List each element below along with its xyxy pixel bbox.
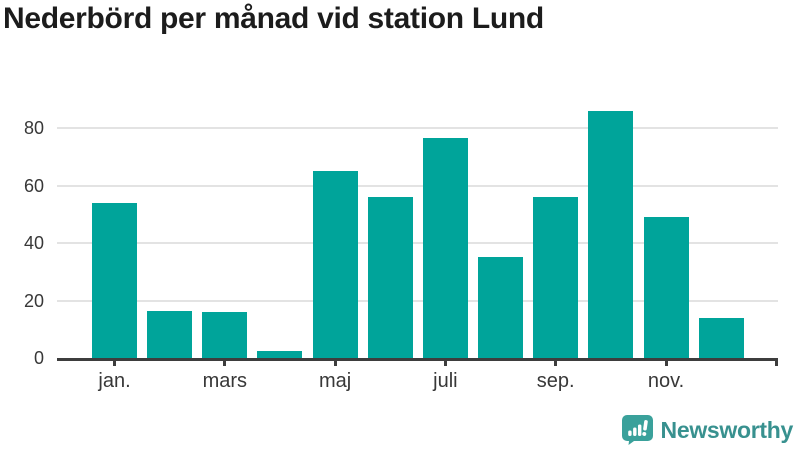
newsworthy-logo-icon — [621, 415, 653, 445]
y-axis-label: 40 — [23, 233, 44, 253]
x-axis-label: maj — [318, 370, 352, 392]
bar-apr — [257, 351, 303, 358]
x-axis-tick — [443, 361, 447, 366]
x-axis-end-tick — [775, 361, 778, 366]
gridline-60 — [57, 184, 778, 187]
gridline-20 — [57, 299, 778, 302]
plot-area: 0 20 40 60 80 jan. mars maj juli sep. nov. — [24, 105, 778, 392]
x-axis-line — [57, 358, 778, 361]
bar-maj — [312, 171, 358, 358]
bar-dec — [698, 317, 744, 358]
y-axis-label: 80 — [23, 118, 44, 138]
bar-sep — [533, 197, 579, 358]
x-axis-tick — [223, 361, 227, 366]
y-axis-label: 20 — [23, 290, 44, 311]
gridline-40 — [57, 242, 778, 244]
bar-juni — [367, 197, 413, 358]
x-axis-label: nov. — [647, 370, 685, 392]
bar-jan — [92, 202, 137, 358]
x-axis-tick — [664, 361, 668, 366]
x-axis-tick — [113, 361, 116, 366]
x-axis-label: sep. — [536, 370, 575, 392]
bar-okt — [588, 110, 634, 358]
x-axis-tick — [333, 361, 337, 366]
bar-nov — [643, 217, 689, 358]
gridline-80 — [57, 127, 778, 129]
x-axis-label: mars — [202, 370, 248, 392]
bar-mars — [202, 312, 248, 358]
brand-name: Newsworthy — [660, 416, 794, 443]
brand-logo: Newsworthy — [621, 415, 794, 445]
bar-aug — [478, 257, 524, 358]
y-axis-label: 0 — [33, 348, 44, 368]
bar-juli — [422, 138, 468, 358]
chart-title: Nederbörd per månad vid station Lund — [3, 2, 544, 35]
x-axis-label: jan. — [98, 370, 131, 392]
x-axis-tick — [554, 361, 558, 366]
x-axis-label: juli — [433, 370, 458, 392]
y-axis-label: 60 — [23, 175, 44, 196]
bar-feb — [147, 310, 193, 358]
